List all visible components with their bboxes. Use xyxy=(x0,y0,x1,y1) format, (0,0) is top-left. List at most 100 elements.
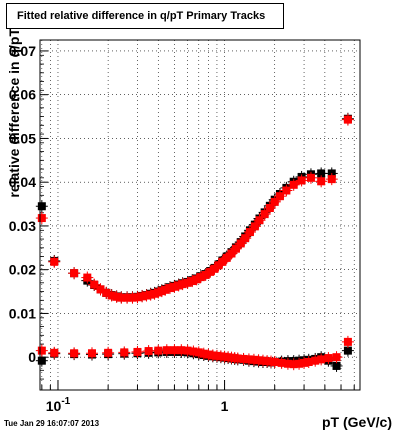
red-marker xyxy=(35,344,48,357)
red-marker xyxy=(245,228,254,237)
red-marker xyxy=(48,255,61,268)
red-marker xyxy=(327,175,336,184)
red-marker xyxy=(183,278,192,287)
red-marker xyxy=(227,249,236,258)
red-marker xyxy=(317,177,326,186)
x-axis-label: pT (GeV/c) xyxy=(322,414,392,430)
red-marker xyxy=(343,337,352,346)
red-marker xyxy=(204,350,213,359)
red-marker xyxy=(96,285,105,294)
red-marker xyxy=(325,173,338,186)
black-marker xyxy=(332,361,341,370)
plot-frame xyxy=(39,39,361,391)
red-marker xyxy=(341,113,354,126)
red-marker xyxy=(70,269,79,278)
red-marker xyxy=(270,358,279,366)
red-marker xyxy=(162,346,171,355)
red-marker xyxy=(85,347,98,360)
red-marker xyxy=(142,291,151,300)
red-marker xyxy=(107,291,116,300)
black-marker xyxy=(35,354,48,367)
red-marker xyxy=(170,346,179,355)
red-marker xyxy=(324,354,333,363)
red-marker xyxy=(154,346,163,355)
red-marker xyxy=(289,180,298,189)
y-tick-label: 0 xyxy=(28,349,36,365)
red-marker xyxy=(112,292,121,301)
red-marker xyxy=(282,186,291,195)
data-markers xyxy=(35,112,354,372)
red-marker xyxy=(287,178,300,191)
x-tick-label: 10-1 xyxy=(46,396,71,414)
red-marker xyxy=(297,176,306,185)
red-marker xyxy=(322,352,335,365)
red-marker xyxy=(88,278,101,291)
red-marker xyxy=(87,349,96,358)
red-marker xyxy=(236,239,245,248)
red-marker xyxy=(177,346,186,355)
red-marker xyxy=(35,212,48,225)
red-marker xyxy=(330,351,343,364)
red-marker xyxy=(241,234,250,243)
red-marker xyxy=(210,264,219,273)
y-tick-label: 0.06 xyxy=(9,87,36,103)
red-marker xyxy=(268,195,281,208)
red-marker xyxy=(270,197,279,206)
red-marker xyxy=(37,346,46,355)
red-marker xyxy=(280,184,293,197)
red-marker xyxy=(341,335,354,348)
red-marker xyxy=(70,349,79,358)
red-marker xyxy=(48,346,61,359)
red-marker xyxy=(218,257,227,266)
red-marker xyxy=(90,280,99,289)
y-tick-label: 0.04 xyxy=(9,174,36,190)
red-marker xyxy=(260,210,269,219)
red-marker xyxy=(102,288,111,297)
red-marker xyxy=(273,190,286,203)
black-marker xyxy=(317,169,326,178)
red-marker xyxy=(295,174,308,187)
red-marker xyxy=(192,275,201,284)
red-marker xyxy=(315,175,328,188)
red-marker xyxy=(165,284,174,293)
y-tick-label: 0.05 xyxy=(9,130,36,146)
red-marker xyxy=(178,280,187,289)
red-marker xyxy=(239,232,252,245)
red-marker xyxy=(183,346,192,355)
red-marker xyxy=(133,347,142,356)
chart-title: Fitted relative difference in q/pT Prima… xyxy=(6,3,284,29)
red-marker xyxy=(206,267,215,276)
red-marker xyxy=(170,282,179,291)
axis-ticks xyxy=(40,50,355,390)
red-marker xyxy=(263,202,276,214)
black-marker xyxy=(35,200,48,213)
red-marker xyxy=(131,345,144,358)
red-marker xyxy=(222,253,231,262)
red-marker xyxy=(196,273,205,282)
red-marker xyxy=(277,358,286,367)
red-marker xyxy=(68,347,81,360)
y-axis-label: relative difference in q/pT xyxy=(6,28,22,198)
red-marker xyxy=(161,285,170,294)
red-marker xyxy=(332,353,341,362)
red-marker xyxy=(300,358,309,367)
red-marker xyxy=(83,273,92,282)
black-marker xyxy=(37,202,46,211)
red-marker xyxy=(199,349,208,358)
red-marker xyxy=(81,271,94,284)
red-marker xyxy=(50,257,59,266)
red-marker xyxy=(304,358,313,366)
red-marker xyxy=(255,216,264,225)
red-marker xyxy=(118,346,131,359)
y-tick-label: 0.02 xyxy=(9,262,36,278)
red-marker xyxy=(201,270,210,279)
red-marker xyxy=(317,355,326,364)
red-marker xyxy=(120,348,129,357)
red-marker xyxy=(102,346,115,359)
y-tick-label: 0.03 xyxy=(9,218,36,234)
red-marker xyxy=(306,173,315,182)
red-marker xyxy=(144,347,153,356)
red-marker xyxy=(258,208,271,221)
red-marker xyxy=(104,348,113,357)
